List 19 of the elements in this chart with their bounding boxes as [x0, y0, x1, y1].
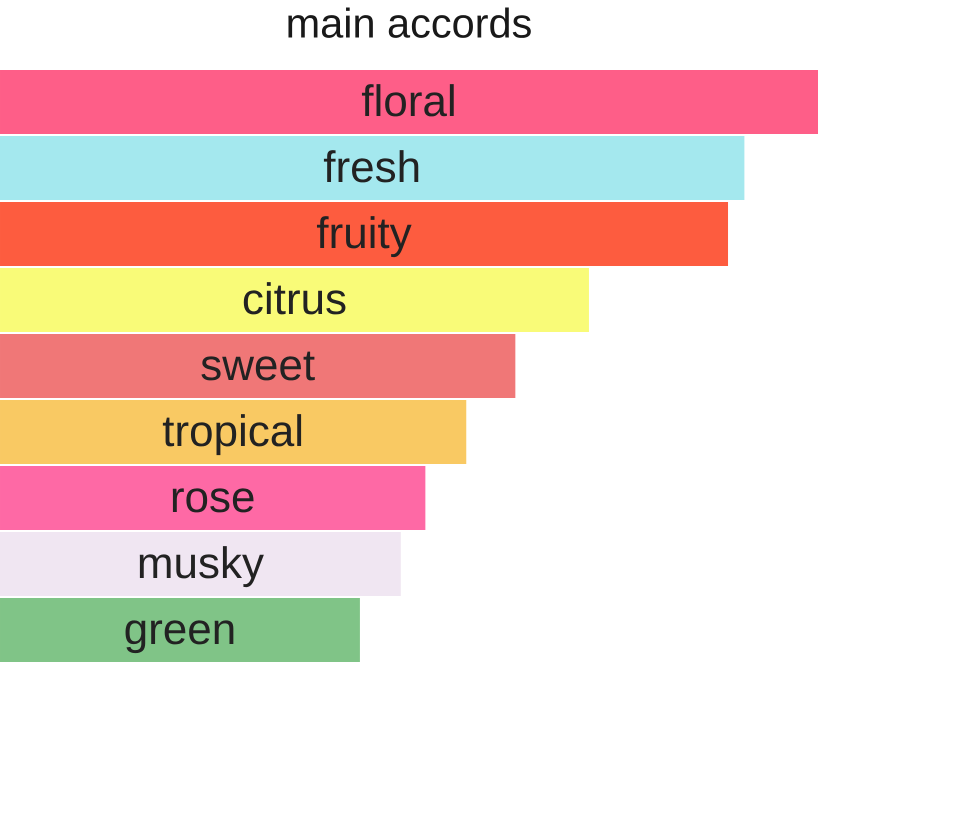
- y-tick-label: green: [126, 620, 234, 654]
- bar: [0, 532, 401, 596]
- y-tick-label: fresh: [324, 150, 418, 182]
- bar: [0, 268, 589, 332]
- bar: [0, 136, 744, 200]
- bar: [0, 202, 728, 266]
- bar: [0, 466, 426, 530]
- chart-title: main accords: [288, 7, 531, 38]
- y-tick-label: floral: [362, 84, 454, 116]
- y-tick-label: musky: [140, 546, 264, 588]
- bar: [0, 400, 466, 464]
- y-tick-label: sweet: [201, 352, 315, 380]
- y-tick-label: rose: [172, 488, 254, 512]
- y-tick-label: citrus: [244, 282, 346, 314]
- y-tick-label: tropical: [162, 414, 302, 456]
- bar: [0, 334, 516, 398]
- y-tick-label: fruity: [316, 216, 412, 258]
- bar: [0, 598, 360, 662]
- bar: [0, 70, 818, 134]
